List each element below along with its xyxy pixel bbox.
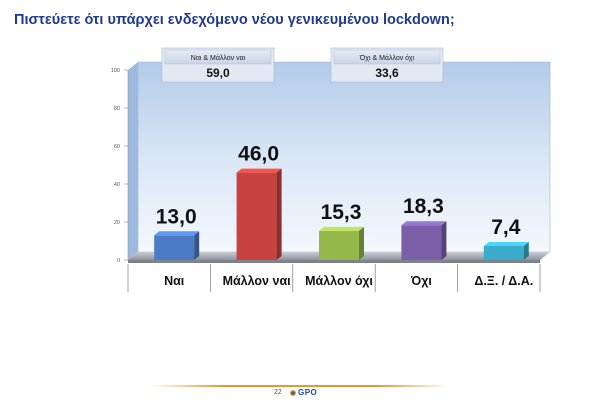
- bar-front: [236, 172, 277, 260]
- bar-value-label: 13,0: [156, 205, 197, 228]
- bar-3: [319, 226, 364, 260]
- y-tick-label: 20: [114, 220, 120, 226]
- bar-value-label: 7,4: [491, 216, 521, 239]
- category-label: Μάλλον όχι: [305, 274, 373, 288]
- bar-front: [483, 245, 524, 260]
- chart-floor-edge: [128, 260, 540, 263]
- bar-front: [319, 230, 359, 260]
- summary-box-1: Ναι & Μάλλον ναι 59,0: [161, 47, 275, 83]
- category-label: Ναι: [164, 274, 185, 288]
- chart-side-wall: [128, 62, 138, 260]
- summary-box-value: 59,0: [206, 66, 230, 80]
- bar-side: [194, 231, 200, 260]
- summary-box-value: 33,6: [375, 66, 399, 80]
- bar-top: [236, 168, 282, 173]
- bar-4: [401, 221, 447, 260]
- bar-top: [154, 231, 200, 236]
- summary-box-header: [333, 49, 441, 65]
- bar-front: [401, 225, 442, 260]
- bar-side: [276, 168, 282, 260]
- footer-divider: [150, 385, 450, 387]
- category-label: Δ.Ξ. / Δ.Α.: [474, 274, 533, 288]
- bar-value-label: 46,0: [238, 143, 279, 166]
- category-label: Μάλλον ναι: [223, 274, 292, 288]
- y-tick-label: 40: [114, 182, 120, 188]
- bar-side: [441, 221, 447, 260]
- bar-value-label: 15,3: [321, 201, 362, 224]
- category-label: Όχι: [410, 274, 433, 288]
- bar-front: [154, 235, 195, 260]
- bar-top: [483, 241, 529, 246]
- summary-box-2: Όχι & Μάλλον όχι 33,6: [330, 47, 444, 83]
- gpo-logo-text: GPO: [298, 388, 318, 397]
- summary-box-label: Όχι & Μάλλον όχι: [359, 54, 415, 62]
- bar-1: [154, 231, 200, 260]
- bar-value-label: 18,3: [403, 195, 444, 218]
- bar-5: [483, 241, 529, 260]
- gpo-logo-icon: [290, 389, 296, 396]
- bar-top: [401, 221, 447, 226]
- gpo-logo: GPO: [290, 388, 317, 397]
- y-tick-label: 0: [117, 258, 120, 264]
- summary-box-header: [164, 49, 272, 65]
- bar-side: [523, 241, 529, 260]
- chart-title: Πιστεύετε ότι υπάρχει ενδεχόμενο νέου γε…: [14, 12, 455, 28]
- y-tick-label: 80: [114, 106, 120, 112]
- y-tick-label: 60: [114, 144, 120, 150]
- bar-side: [359, 226, 364, 260]
- bar-2: [236, 168, 282, 260]
- bar-top: [319, 226, 364, 231]
- summary-box-label: Ναι & Μάλλον ναι: [191, 54, 246, 62]
- page-number: 22: [274, 389, 282, 396]
- y-tick-label: 100: [111, 68, 120, 74]
